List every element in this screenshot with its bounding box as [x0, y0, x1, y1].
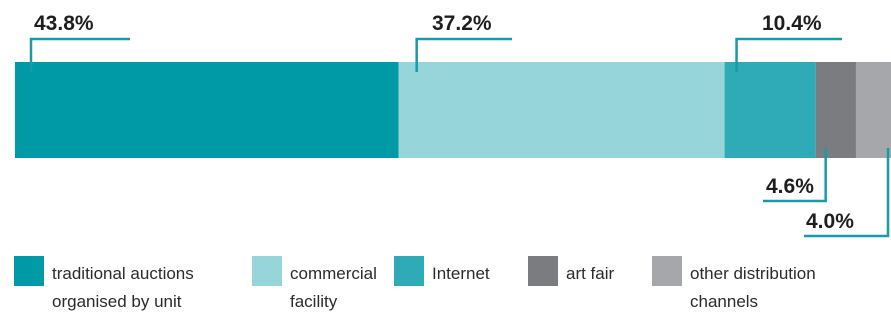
- legend-swatch-other-channels: [652, 256, 682, 286]
- legend-item-commercial-facility: commercial facility: [252, 256, 380, 316]
- legend-swatch-commercial-facility: [252, 256, 282, 286]
- callout-line-commercial-facility: [415, 37, 512, 72]
- callout-line-internet: [735, 37, 842, 72]
- legend-label-internet: Internet: [432, 264, 490, 283]
- legend-swatch-internet: [394, 256, 424, 286]
- stacked-bar-chart: 43.8% 37.2% 10.4% 4.6% 4.0%: [15, 12, 891, 238]
- bar-segment-internet: [724, 62, 816, 158]
- callout-line-traditional-auctions: [29, 37, 130, 72]
- callout-line-other-channels: [804, 148, 890, 238]
- value-label-traditional-auctions: 43.8%: [34, 12, 94, 35]
- value-label-other-channels: 4.0%: [806, 210, 854, 233]
- bar-segment-art-fair: [815, 62, 856, 158]
- value-label-commercial-facility: 37.2%: [432, 12, 492, 35]
- bar-segment-traditional-auctions: [15, 62, 399, 158]
- value-label-internet: 10.4%: [762, 12, 822, 35]
- bar-segment-commercial-facility: [398, 62, 725, 158]
- callout-line-art-fair: [763, 148, 827, 203]
- bar-segments: [15, 62, 891, 158]
- value-label-art-fair: 4.6%: [766, 175, 814, 198]
- bar-segment-other-channels: [855, 62, 891, 158]
- legend-item-internet: Internet: [394, 256, 514, 288]
- legend-item-traditional-auctions: traditional auctions organised by unit: [14, 256, 238, 316]
- legend-label-art-fair: art fair: [566, 264, 615, 283]
- legend-label-commercial-facility: commercial facility: [290, 264, 377, 311]
- legend-item-art-fair: art fair: [528, 256, 638, 288]
- legend-swatch-traditional-auctions: [14, 256, 44, 286]
- legend-swatch-art-fair: [528, 256, 558, 286]
- legend-label-other-channels: other distribution channels: [690, 264, 816, 311]
- legend-label-traditional-auctions: traditional auctions organised by unit: [52, 264, 194, 311]
- value-callouts: 43.8% 37.2% 10.4% 4.6% 4.0%: [29, 12, 890, 238]
- legend-item-other-channels: other distribution channels: [652, 256, 852, 316]
- legend: traditional auctions organised by unit c…: [14, 256, 866, 316]
